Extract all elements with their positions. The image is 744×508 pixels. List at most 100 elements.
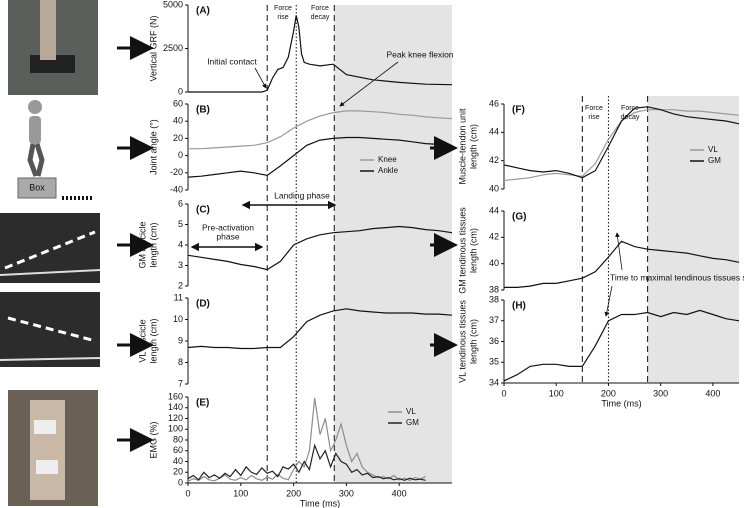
y-tick-label: 2500 xyxy=(163,43,183,53)
y-axis-label: length (cm) xyxy=(468,228,478,273)
panel-label: (E) xyxy=(196,398,209,409)
y-axis-label: Muscle-tendon unit xyxy=(457,108,467,185)
annotation-arrow xyxy=(339,61,399,107)
y-axis-label: Joint angle (°) xyxy=(148,119,158,175)
series-line xyxy=(187,443,426,481)
y-axis-label: length (cm) xyxy=(468,124,478,169)
annotation: Time to maximal tendinous tissues stretc… xyxy=(610,272,744,282)
y-tick-label: 160 xyxy=(168,391,183,401)
y-axis-label: EMG (%) xyxy=(148,421,158,458)
y-axis-label: length (cm) xyxy=(148,222,158,267)
annotation: Peak knee flexion xyxy=(386,49,453,59)
x-tick-label: 400 xyxy=(705,388,720,398)
box-label: Box xyxy=(29,182,45,192)
series-line xyxy=(188,15,453,93)
photo-leg xyxy=(40,0,56,60)
panel-label: (D) xyxy=(196,299,210,310)
y-tick-label: -40 xyxy=(170,184,183,194)
legend-label: Ankle xyxy=(378,166,399,175)
y-tick-label: 5 xyxy=(178,219,183,229)
x-axis-label: Time (ms) xyxy=(601,398,641,408)
annotation: rise xyxy=(277,14,288,21)
y-tick-label: 80 xyxy=(173,434,183,444)
y-axis-label: length (cm) xyxy=(148,318,158,363)
y-tick-label: 100 xyxy=(168,424,183,434)
y-tick-label: 3 xyxy=(178,260,183,270)
y-axis-label: VL tendinous tissues xyxy=(457,300,467,383)
panel-label: (C) xyxy=(196,205,210,216)
x-tick-label: 0 xyxy=(185,488,190,498)
x-tick-label: 300 xyxy=(339,488,354,498)
annotation: Force xyxy=(311,5,329,12)
illustrations: Box xyxy=(0,0,101,506)
series-line xyxy=(188,110,453,150)
y-tick-label: 6 xyxy=(178,198,183,208)
y-axis-label: Vertical GRF (N) xyxy=(148,15,158,81)
x-tick-label: 400 xyxy=(392,488,407,498)
panel-label: (H) xyxy=(512,301,526,312)
x-tick-label: 100 xyxy=(549,388,564,398)
y-axis-label: GM tendinous tissues xyxy=(457,207,467,294)
legend-label: VL xyxy=(406,407,416,416)
y-tick-label: 11 xyxy=(174,292,183,302)
y-tick-label: 0 xyxy=(178,477,183,487)
y-tick-label: -20 xyxy=(170,167,183,177)
annotation: Force xyxy=(274,5,292,12)
landing-shade xyxy=(647,96,739,383)
y-axis-label: GM fascicle xyxy=(137,221,147,268)
series-line xyxy=(187,136,453,178)
y-tick-label: 35 xyxy=(489,357,499,367)
annotation: Force xyxy=(621,105,639,112)
y-tick-label: 4 xyxy=(178,239,183,249)
y-axis-label: VL fascicle xyxy=(137,319,147,362)
y-tick-label: 8 xyxy=(178,357,183,367)
legend-label: Knee xyxy=(378,155,397,164)
y-tick-label: 34 xyxy=(489,377,499,387)
annotation-arrow xyxy=(604,285,613,317)
annotation: phase xyxy=(216,231,239,241)
annotation: Force xyxy=(585,105,603,112)
series-line xyxy=(503,106,740,179)
y-tick-label: 44 xyxy=(489,127,499,137)
series-line xyxy=(187,225,453,271)
panel-label: (B) xyxy=(196,105,210,116)
series-line xyxy=(504,240,740,288)
y-tick-label: 2 xyxy=(178,280,183,290)
x-tick-label: 100 xyxy=(233,488,248,498)
y-tick-label: 20 xyxy=(173,133,183,143)
legend-label: GM xyxy=(708,156,721,165)
annotation: decay xyxy=(311,14,330,21)
y-tick-label: 38 xyxy=(489,294,499,304)
y-tick-label: 37 xyxy=(489,315,499,325)
annotation: decay xyxy=(621,114,640,121)
y-tick-label: 40 xyxy=(489,258,499,268)
y-tick-label: 140 xyxy=(168,402,183,412)
legend-label: GM xyxy=(406,418,419,427)
y-tick-label: 42 xyxy=(489,155,499,165)
annotation-arrow xyxy=(615,232,623,271)
annotation: Initial contact xyxy=(207,56,257,66)
x-tick-label: 0 xyxy=(501,388,506,398)
y-tick-label: 40 xyxy=(489,183,499,193)
annotation: Pre-activation xyxy=(202,222,254,232)
y-tick-label: 0 xyxy=(178,86,183,96)
y-tick-label: 5000 xyxy=(163,0,183,9)
y-tick-label: 60 xyxy=(173,445,183,455)
y-tick-label: 40 xyxy=(173,456,183,466)
y-tick-label: 36 xyxy=(489,336,499,346)
y-tick-label: 38 xyxy=(489,284,499,294)
y-tick-label: 0 xyxy=(178,150,183,160)
annotation: rise xyxy=(588,114,599,121)
y-tick-label: 44 xyxy=(489,205,499,215)
x-tick-label: 200 xyxy=(601,388,616,398)
y-tick-label: 46 xyxy=(489,98,499,108)
y-axis-label: length (cm) xyxy=(468,319,478,364)
panel-label: (A) xyxy=(196,6,210,17)
y-tick-label: 40 xyxy=(173,116,183,126)
annotation-arrow xyxy=(254,67,267,89)
y-tick-label: 120 xyxy=(168,413,183,423)
x-tick-label: 300 xyxy=(653,388,668,398)
y-tick-label: 10 xyxy=(173,314,183,324)
panel-label: (G) xyxy=(512,212,526,223)
